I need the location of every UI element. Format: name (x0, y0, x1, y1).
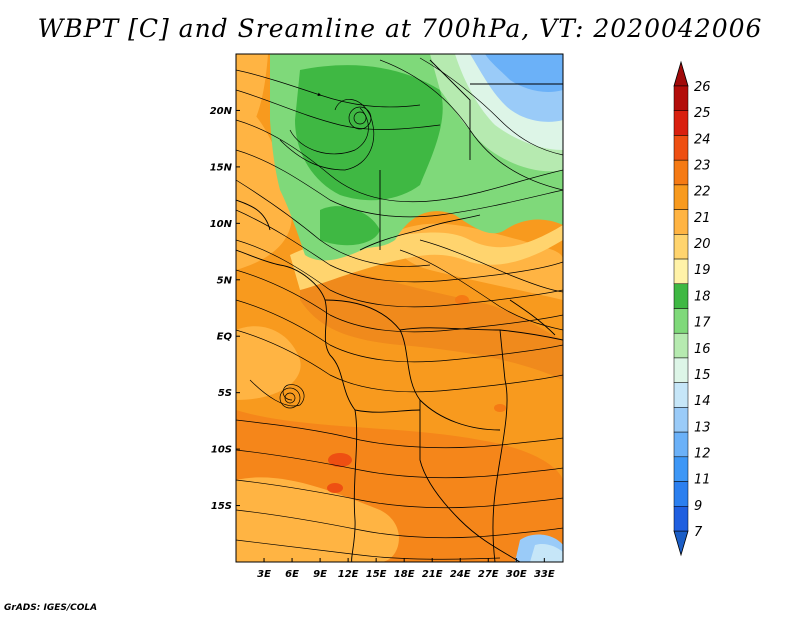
lat-tick-label: 5N (217, 275, 233, 286)
colorbar-swatch (673, 506, 689, 532)
lon-tick-label: 18E (394, 569, 415, 580)
lon-tick-label: 15E (366, 569, 387, 580)
lon-tick-label: 24E (450, 569, 471, 580)
colorbar-label: 12 (694, 446, 711, 461)
lon-tick-label: 27E (478, 569, 499, 580)
lat-tick-label: 10N (210, 219, 233, 230)
colorbar-swatch (673, 431, 689, 458)
lat-tick-label: EQ (217, 332, 233, 343)
longitude-axis: 3E 6E 9E 12E 15E 18E 21E 24E 27E 30E 33E (257, 558, 555, 580)
country-borders (236, 59, 563, 562)
map-frame (235, 53, 564, 563)
colorbar-swatch (673, 456, 689, 482)
lon-tick-label: 3E (257, 569, 271, 580)
colorbar-label: 24 (694, 132, 711, 147)
colorbar-label: 25 (694, 106, 711, 121)
colorbar-label: 19 (694, 263, 711, 278)
lon-tick-label: 30E (506, 569, 527, 580)
colorbar-swatch (673, 407, 689, 433)
colorbar-swatch (673, 209, 689, 235)
colorbar-swatch (673, 332, 689, 359)
colorbar-swatch (673, 85, 689, 111)
colorbar-low-triangle (673, 530, 689, 557)
latitude-axis: 20N 15N 10N 5N EQ 5S 10S 15S (210, 106, 240, 512)
credit-text: GrADS: IGES/COLA (4, 603, 98, 613)
colorbar-swatch (673, 283, 689, 309)
colorbar-label: 15 (694, 368, 711, 383)
lat-tick-label: 10S (211, 445, 232, 456)
colorbar-label: 11 (694, 473, 711, 488)
colorbar-label: 26 (694, 80, 711, 95)
lon-tick-label: 21E (422, 569, 443, 580)
colorbar-label: 20 (694, 237, 711, 252)
colorbar: 26 25 24 23 22 21 20 19 18 17 16 15 14 13 12 11 9 7 (673, 60, 711, 557)
colorbar-swatch (673, 357, 689, 383)
colorbar-label: 9 (694, 499, 702, 514)
map-title: WBPT [C] and Sreamline at 700hPa, VT: 20… (37, 14, 763, 43)
colorbar-label: 21 (694, 211, 711, 226)
colorbar-swatch (673, 184, 689, 210)
colorbar-swatch (673, 110, 689, 136)
lat-tick-label: 20N (210, 106, 233, 117)
lat-tick-label: 15N (210, 162, 233, 173)
colorbar-label: 17 (694, 316, 711, 331)
lon-tick-label: 9E (313, 569, 327, 580)
streamlines (236, 57, 563, 560)
colorbar-label: 18 (694, 289, 711, 304)
colorbar-label: 23 (694, 159, 711, 174)
wbpt-field (236, 54, 563, 562)
colorbar-label: 16 (694, 342, 711, 357)
colorbar-swatch (673, 234, 689, 260)
lat-tick-label: 15S (211, 501, 232, 512)
lon-tick-label: 33E (534, 569, 555, 580)
colorbar-label: 14 (694, 394, 711, 409)
colorbar-label: 22 (694, 185, 711, 200)
lon-tick-label: 6E (285, 569, 299, 580)
colorbar-swatch (673, 308, 689, 334)
colorbar-high-triangle (673, 60, 689, 87)
colorbar-swatch (673, 382, 689, 408)
colorbar-label: 13 (694, 420, 711, 435)
colorbar-swatch (673, 135, 689, 161)
lat-tick-label: 5S (218, 388, 232, 399)
colorbar-swatch (673, 258, 689, 285)
colorbar-swatch (673, 481, 689, 507)
colorbar-label: 7 (694, 525, 703, 540)
colorbar-swatch (673, 159, 689, 186)
lon-tick-label: 12E (338, 569, 359, 580)
